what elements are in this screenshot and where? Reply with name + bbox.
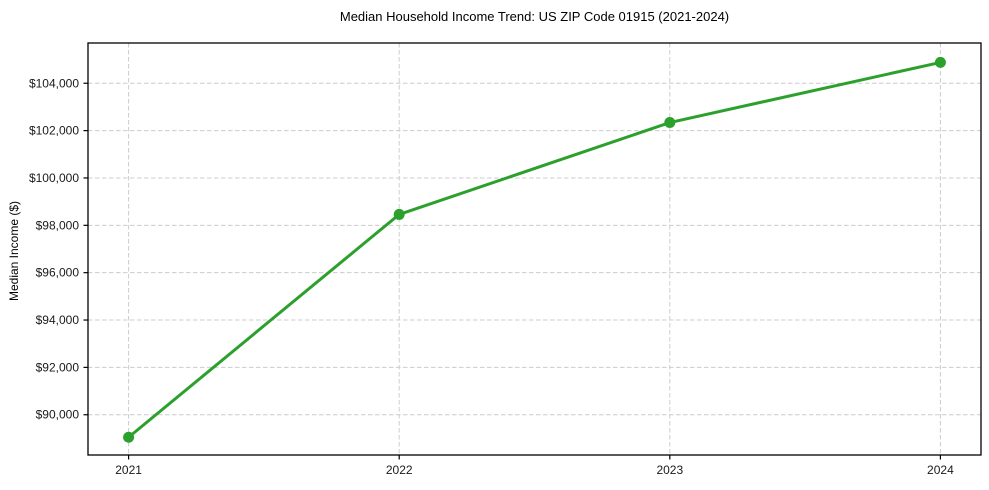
income-trend-line	[127, 60, 942, 439]
x-tick-label: 2023	[656, 463, 683, 477]
x-tick-label: 2024	[927, 463, 954, 477]
chart-title: Median Household Income Trend: US ZIP Co…	[339, 9, 730, 24]
plot-border	[87, 42, 982, 456]
y-tick-label: $98,000	[36, 218, 80, 232]
y-tick-label: $100,000	[29, 171, 79, 185]
y-tick-label: $104,000	[29, 76, 79, 90]
x-tick-label: 2022	[386, 463, 413, 477]
data-point-marker	[393, 208, 405, 220]
data-point-marker	[664, 117, 676, 129]
y-tick-label: $92,000	[36, 360, 80, 374]
y-tick-label: $102,000	[29, 124, 79, 138]
y-tick-label: $96,000	[36, 266, 80, 280]
x-tick-label: 2021	[115, 463, 142, 477]
data-point-marker	[934, 56, 946, 68]
y-tick-label: $90,000	[36, 408, 80, 422]
data-point-marker	[123, 431, 135, 443]
y-tick-label: $94,000	[36, 313, 80, 327]
